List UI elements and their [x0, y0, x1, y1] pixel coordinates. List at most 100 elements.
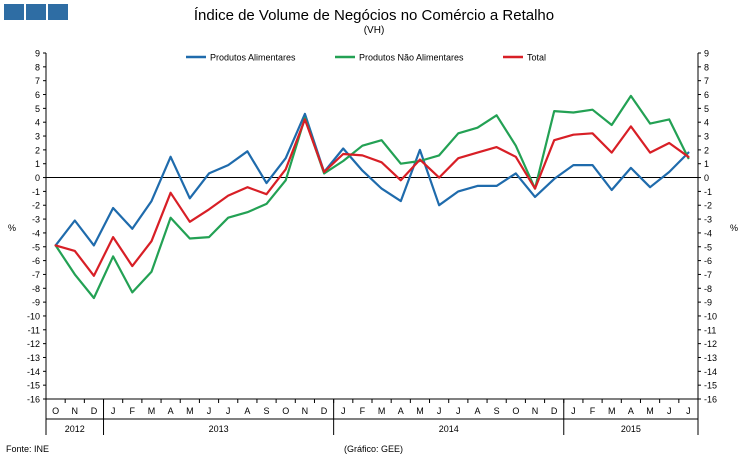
x-tick-label: J [207, 406, 212, 416]
x-tick-label: S [494, 406, 500, 416]
x-tick-label: M [378, 406, 386, 416]
year-label: 2015 [621, 424, 641, 434]
brand-block-1 [4, 4, 24, 20]
chart-title: Índice de Volume de Negócios no Comércio… [193, 7, 555, 24]
x-tick-label: O [512, 406, 519, 416]
y-tick-label-right: -16 [704, 395, 717, 405]
brand-block-2 [26, 4, 46, 20]
y-tick-label-right: 9 [704, 49, 709, 59]
y-tick-label-left: -8 [32, 284, 40, 294]
x-tick-label: D [551, 406, 558, 416]
y-tick-label-left: -13 [27, 353, 40, 363]
x-tick-label: J [111, 406, 116, 416]
y-tick-label-right: -12 [704, 339, 717, 349]
y-tick-label-left: -11 [28, 325, 40, 335]
y-tick-label-right: -14 [704, 367, 717, 377]
brand-block-3 [48, 4, 68, 20]
x-tick-label: F [590, 406, 596, 416]
x-tick-label: O [282, 406, 289, 416]
y-tick-label-left: 4 [35, 118, 40, 128]
chart-legend: Produtos Alimentares Produtos Não Aliment… [186, 53, 546, 63]
y-tick-label-right: 0 [704, 173, 709, 183]
y-tick-label-left: 5 [35, 104, 40, 114]
x-tick-label: D [91, 406, 98, 416]
y-tick-label-right: 5 [704, 104, 709, 114]
x-tick-label: M [608, 406, 616, 416]
x-tick-label: M [148, 406, 156, 416]
x-tick-label: A [628, 406, 634, 416]
y-tick-label-left: 6 [35, 90, 40, 100]
x-tick-label: J [437, 406, 442, 416]
y-tick-label-left: 8 [35, 62, 40, 72]
chart-subtitle: (VH) [363, 25, 385, 36]
x-tick-label: J [571, 406, 576, 416]
y-tick-label-left: -16 [27, 395, 40, 405]
y-tick-label-right: -10 [704, 311, 717, 321]
chart-series-lines [54, 94, 690, 300]
x-tick-label: A [244, 406, 250, 416]
y-tick-label-left: 0 [35, 173, 40, 183]
y-tick-label-left: -15 [27, 381, 40, 391]
footer-credit: (Gráfico: GEE) [344, 444, 404, 454]
series-line-0 [54, 112, 690, 247]
y-tick-label-left: -3 [32, 215, 40, 225]
y-axis-label-right: % [730, 223, 738, 233]
x-tick-label: A [398, 406, 404, 416]
x-tick-label: F [130, 406, 136, 416]
x-tick-label: F [360, 406, 366, 416]
y-tick-label-left: 7 [35, 76, 40, 86]
y-tick-label-left: -14 [27, 367, 40, 377]
y-tick-label-left: -10 [27, 311, 40, 321]
x-tick-label: N [532, 406, 539, 416]
legend-label-1: Produtos Não Alimentares [359, 53, 464, 63]
x-tick-label: M [646, 406, 654, 416]
x-tick-label: S [264, 406, 270, 416]
y-tick-label-left: -12 [27, 339, 40, 349]
y-tick-label-left: 9 [35, 49, 40, 59]
y-tick-label-left: -4 [32, 228, 40, 238]
y-tick-label-left: -1 [32, 187, 40, 197]
y-tick-label-right: 6 [704, 90, 709, 100]
y-tick-label-right: 4 [704, 118, 709, 128]
x-tick-label: O [52, 406, 59, 416]
y-tick-label-right: -4 [704, 228, 712, 238]
year-label: 2013 [209, 424, 229, 434]
y-tick-label-right: -9 [704, 298, 712, 308]
series-line-1 [54, 94, 690, 300]
y-tick-label-right: 7 [704, 76, 709, 86]
y-tick-label-left: -7 [32, 270, 40, 280]
x-tick-label: M [186, 406, 194, 416]
y-tick-label-right: 2 [704, 145, 709, 155]
y-tick-label-left: 3 [35, 132, 40, 142]
y-axis-label-left: % [8, 223, 16, 233]
chart-axes: 9 9 8 8 7 7 6 6 5 5 4 4 3 3 2 2 1 1 0 0 -1 -1 -2 -2 -3 -3 -4 -4 -5 -5… [27, 49, 717, 435]
y-tick-label-right: 8 [704, 62, 709, 72]
x-tick-label: A [474, 406, 480, 416]
y-tick-label-left: -2 [32, 201, 40, 211]
year-label: 2012 [65, 424, 85, 434]
y-tick-label-right: -6 [704, 256, 712, 266]
x-tick-label: M [416, 406, 424, 416]
y-tick-label-right: -7 [704, 270, 712, 280]
y-tick-label-right: -13 [704, 353, 717, 363]
y-tick-label-left: -6 [32, 256, 40, 266]
x-tick-label: N [72, 406, 79, 416]
y-tick-label-right: 1 [704, 159, 709, 169]
y-tick-label-right: 3 [704, 132, 709, 142]
y-tick-label-right: -15 [704, 381, 717, 391]
x-tick-label: J [667, 406, 672, 416]
x-tick-label: A [168, 406, 174, 416]
legend-label-0: Produtos Alimentares [210, 53, 296, 63]
footer-source: Fonte: INE [6, 444, 50, 454]
y-tick-label-right: -2 [704, 201, 712, 211]
y-tick-label-right: -5 [704, 242, 712, 252]
y-tick-label-right: -8 [704, 284, 712, 294]
x-tick-label: N [302, 406, 309, 416]
y-tick-label-left: -9 [32, 298, 40, 308]
y-tick-label-right: -1 [704, 187, 712, 197]
y-tick-label-left: -5 [32, 242, 40, 252]
x-tick-label: J [686, 406, 691, 416]
x-tick-label: D [321, 406, 328, 416]
legend-label-2: Total [527, 53, 546, 63]
